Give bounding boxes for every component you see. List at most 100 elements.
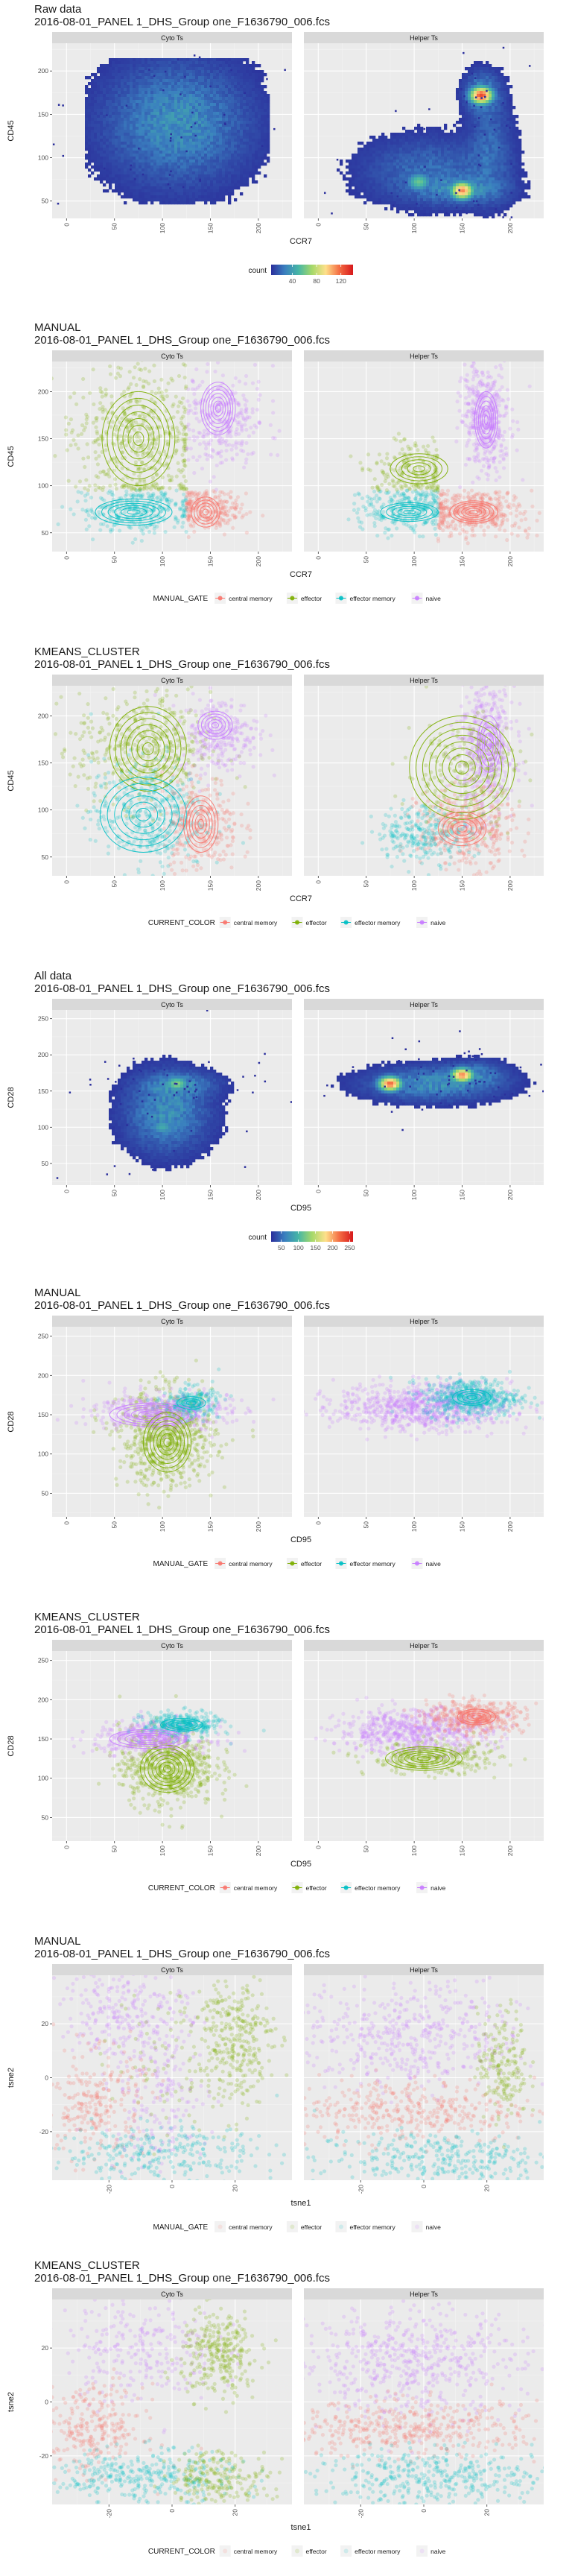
hex-bin — [121, 115, 124, 119]
hex-bin — [515, 139, 519, 142]
hex-bin — [237, 82, 241, 86]
hex-bin — [186, 154, 190, 157]
hex-bin — [97, 142, 101, 145]
hex-bin — [216, 64, 220, 68]
hex-bin — [168, 109, 172, 113]
hex-bin — [462, 112, 465, 116]
hex-bin — [459, 180, 463, 184]
hex-bin — [222, 168, 226, 172]
hex-bin — [237, 91, 241, 95]
hex-bin — [159, 94, 163, 98]
hex-bin — [198, 79, 202, 83]
hex-bin — [249, 109, 252, 113]
hex-bin — [429, 192, 433, 196]
hex-bin — [381, 189, 385, 193]
hex-bin — [210, 145, 214, 148]
hex-bin — [183, 115, 187, 119]
hex-bin — [486, 162, 489, 166]
hex-bin — [222, 133, 226, 136]
hex-bin — [417, 142, 421, 145]
hex-bin — [489, 79, 492, 83]
hex-bin — [471, 124, 474, 127]
hex-bin — [207, 174, 211, 178]
hex-bin — [506, 136, 510, 139]
hex-bin — [210, 183, 214, 187]
hex-bin — [423, 154, 427, 157]
hex-bin — [201, 109, 205, 113]
hex-bin — [255, 82, 258, 86]
hex-bin — [147, 106, 151, 110]
hex-bin — [234, 174, 238, 178]
hex-bin — [189, 133, 193, 136]
hex-bin — [115, 67, 118, 71]
hex-bin — [462, 183, 465, 187]
hex-bin — [127, 127, 130, 130]
hex-bin — [468, 76, 471, 80]
hex-bin — [94, 133, 98, 136]
hex-bin — [489, 94, 492, 98]
hex-bin — [500, 183, 504, 187]
hex-bin — [169, 137, 172, 139]
hex-bin — [447, 198, 451, 202]
hex-bin — [399, 157, 403, 160]
data-point — [104, 394, 108, 398]
hex-bin — [213, 97, 217, 101]
hex-bin — [115, 177, 118, 181]
hex-bin — [103, 118, 107, 121]
hex-bin — [213, 133, 217, 136]
hex-bin — [509, 189, 513, 193]
hex-bin — [381, 180, 385, 184]
hex-bin — [378, 192, 382, 196]
hex-bin — [381, 165, 385, 169]
hex-bin — [261, 136, 264, 139]
hex-bin — [201, 118, 205, 121]
hex-bin — [405, 151, 409, 154]
hex-bin — [243, 162, 247, 166]
hex-bin — [136, 97, 139, 101]
hex-bin — [480, 171, 483, 175]
hex-bin — [153, 91, 157, 95]
hex-bin — [103, 171, 107, 175]
hex-bin — [121, 195, 124, 199]
hex-bin — [198, 136, 202, 139]
hex-bin — [468, 157, 471, 160]
hex-bin — [219, 148, 223, 151]
hex-bin — [165, 133, 169, 136]
hex-bin — [133, 79, 136, 83]
hex-bin — [399, 168, 403, 172]
hex-bin — [198, 168, 202, 172]
hex-bin — [375, 201, 379, 205]
hex-bin — [258, 136, 261, 139]
hex-bin — [177, 103, 181, 107]
hex-bin — [503, 133, 507, 136]
hex-bin — [177, 148, 181, 151]
hex-bin — [432, 154, 436, 157]
hex-bin — [369, 195, 373, 199]
hex-bin — [222, 79, 226, 83]
hex-bin — [127, 115, 130, 119]
hex-bin — [255, 127, 258, 130]
hex-bin — [103, 165, 107, 169]
hex-bin — [204, 171, 208, 175]
hex-bin — [441, 171, 445, 175]
hex-bin — [358, 183, 361, 187]
hex-bin — [130, 130, 133, 133]
hex-bin — [112, 127, 115, 130]
hex-bin — [363, 154, 367, 157]
hex-bin — [506, 207, 510, 211]
hex-bin — [465, 157, 468, 160]
hex-bin — [240, 168, 244, 172]
hex-bin — [261, 148, 264, 151]
hex-bin — [216, 142, 220, 145]
hex-bin — [453, 133, 457, 136]
hex-bin — [133, 121, 136, 124]
hex-bin — [94, 118, 98, 121]
hex-bin — [417, 133, 421, 136]
hex-bin — [103, 177, 107, 181]
hex-bin — [180, 88, 184, 92]
hex-bin — [85, 88, 89, 92]
hex-bin — [142, 148, 145, 151]
hex-bin — [171, 145, 175, 148]
hex-bin — [450, 133, 454, 136]
data-point — [166, 473, 171, 478]
